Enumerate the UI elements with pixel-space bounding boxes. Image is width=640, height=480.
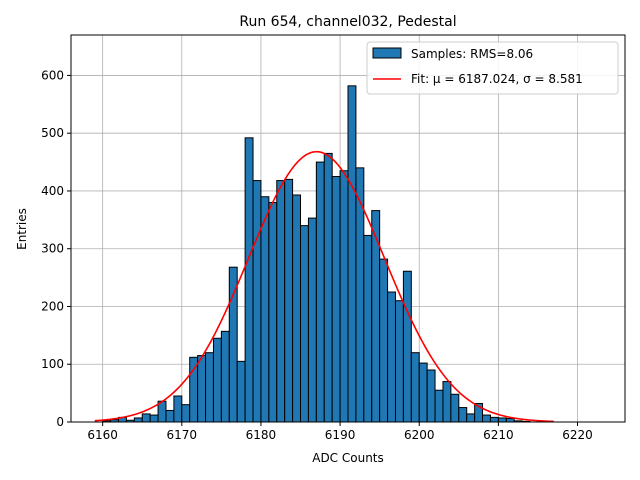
y-axis-ticks: 0 100 200 300 400 500 600 <box>41 68 71 429</box>
x-tick-label: 6190 <box>325 428 356 442</box>
legend-label-samples: Samples: RMS=8.06 <box>411 47 533 61</box>
legend-patch-samples <box>372 47 402 59</box>
histogram-bar <box>141 413 151 423</box>
histogram-bar <box>189 356 199 423</box>
histogram-bar <box>133 417 143 423</box>
y-tick-label: 400 <box>41 184 64 198</box>
legend: Samples: RMS=8.06 Fit: μ = 6187.024, σ =… <box>366 41 619 95</box>
histogram-bar <box>173 395 183 423</box>
x-tick-label: 6160 <box>87 428 118 442</box>
histogram-bar <box>307 217 317 423</box>
histogram-bar <box>244 137 254 423</box>
histogram-bar <box>505 418 515 423</box>
x-tick-label: 6220 <box>562 428 593 442</box>
histogram-bar <box>442 381 452 423</box>
histogram-bar <box>402 270 412 423</box>
chart-title: Run 654, channel032, Pedestal <box>239 14 456 30</box>
histogram-bar <box>497 417 507 423</box>
x-tick-label: 6210 <box>483 428 514 442</box>
histogram-bar <box>418 362 428 423</box>
histogram-bar <box>228 266 238 423</box>
histogram-bar <box>323 152 333 423</box>
histogram-bar <box>212 337 222 423</box>
y-tick-label: 200 <box>41 299 64 313</box>
histogram-bar <box>181 404 191 423</box>
y-tick-label: 100 <box>41 357 64 371</box>
histogram-bar <box>165 409 175 423</box>
histogram-bar <box>260 196 270 423</box>
histogram-bar <box>379 258 389 423</box>
histogram-bar <box>236 360 246 423</box>
histogram-bar <box>426 369 436 423</box>
histogram-bar <box>220 330 230 423</box>
histogram-bar <box>489 416 499 423</box>
histogram-bar <box>268 202 278 423</box>
x-tick-label: 6170 <box>167 428 198 442</box>
legend-box <box>366 41 619 95</box>
histogram-bar <box>300 225 309 423</box>
histogram-bar <box>410 352 420 423</box>
histogram-bar <box>292 194 302 423</box>
legend-label-fit: Fit: μ = 6187.024, σ = 8.581 <box>411 72 583 86</box>
histogram-bars <box>102 85 531 423</box>
y-tick-label: 300 <box>41 242 64 256</box>
histogram-bar <box>284 178 294 423</box>
histogram-bar <box>363 234 373 423</box>
histogram-bar <box>347 85 357 423</box>
histogram-bar <box>276 180 286 423</box>
histogram-bar <box>197 355 207 423</box>
histogram-bar <box>331 176 341 423</box>
histogram-bar <box>482 414 491 423</box>
histogram-bar <box>339 170 349 423</box>
histogram-bar <box>315 161 325 423</box>
plot-frame <box>70 34 626 423</box>
histogram-bar <box>205 352 214 423</box>
y-tick-label: 500 <box>41 126 64 140</box>
histogram-bar <box>466 413 476 423</box>
histogram-bar <box>252 180 262 423</box>
histogram-bar <box>394 300 404 423</box>
histogram-bar <box>450 393 460 423</box>
y-tick-label: 0 <box>56 415 64 429</box>
histogram-bar <box>458 407 468 423</box>
fit-curve-layer <box>94 150 554 423</box>
histogram-bar <box>149 414 159 423</box>
gaussian-fit-curve <box>94 150 554 423</box>
y-tick-label: 600 <box>41 68 64 82</box>
x-axis-label: ADC Counts <box>312 451 384 465</box>
x-axis-ticks: 6160 6170 6180 6190 6200 6210 6220 <box>87 422 593 442</box>
x-tick-label: 6180 <box>246 428 277 442</box>
histogram-bar <box>434 389 444 423</box>
y-axis-label: Entries <box>15 208 29 250</box>
x-tick-label: 6200 <box>404 428 435 442</box>
histogram-bar <box>387 291 396 423</box>
